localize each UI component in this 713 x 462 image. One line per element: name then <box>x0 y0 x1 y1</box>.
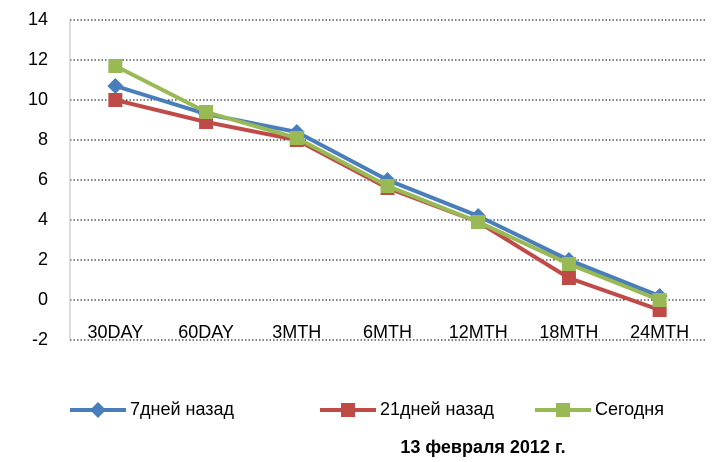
data-point <box>561 271 576 285</box>
data-point <box>199 105 214 119</box>
data-point <box>380 179 395 193</box>
x-tick-label: 3MTH <box>272 322 321 342</box>
y-tick-label: 14 <box>28 9 48 29</box>
data-point <box>652 293 667 307</box>
x-tick-label: 60DAY <box>178 322 234 342</box>
legend-label: 7дней назад <box>130 399 235 419</box>
x-tick-label: 18MTH <box>539 322 598 342</box>
data-point <box>107 78 124 94</box>
legend-marker <box>90 402 106 418</box>
legend-label: 21дней назад <box>380 399 495 419</box>
y-tick-label: 2 <box>38 249 48 269</box>
legend-marker <box>341 403 355 417</box>
y-tick-label: -2 <box>32 329 48 349</box>
legend-marker <box>556 403 570 417</box>
data-point <box>289 131 304 145</box>
y-tick-label: 12 <box>28 49 48 69</box>
y-tick-label: 8 <box>38 129 48 149</box>
y-tick-label: 0 <box>38 289 48 309</box>
x-tick-label: 30DAY <box>88 322 144 342</box>
legend-label: Сегодня <box>595 399 664 419</box>
data-point <box>108 59 123 73</box>
series-line <box>114 98 661 312</box>
data-point <box>561 257 576 271</box>
chart-caption: 13 февраля 2012 г. <box>400 437 565 457</box>
y-tick-label: 6 <box>38 169 48 189</box>
x-tick-label: 6MTH <box>363 322 412 342</box>
data-point <box>108 93 123 107</box>
data-point <box>471 215 486 229</box>
x-tick-label: 24MTH <box>630 322 689 342</box>
y-tick-label: 4 <box>38 209 48 229</box>
y-tick-label: 10 <box>28 89 48 109</box>
x-tick-label: 12MTH <box>449 322 508 342</box>
